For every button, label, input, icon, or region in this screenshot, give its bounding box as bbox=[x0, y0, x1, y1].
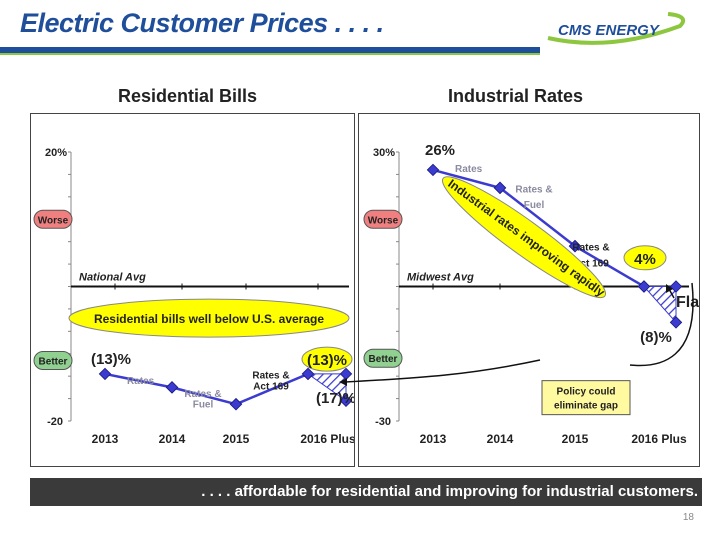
data-point-marker bbox=[568, 239, 582, 253]
segment-label-rates: Rates bbox=[127, 376, 155, 387]
policy-note-line2: eliminate gap bbox=[554, 401, 618, 412]
projection-range-wedge bbox=[306, 373, 347, 402]
page-number: 18 bbox=[682, 512, 694, 523]
data-point-marker bbox=[165, 381, 179, 394]
industrial-panel-title: Industrial Rates bbox=[448, 86, 584, 106]
residential-chart-panel: National Avg 20% -20 Worse Better 2013 2014 201… bbox=[30, 113, 356, 467]
worse-badge bbox=[363, 209, 403, 229]
series-line-segment bbox=[171, 386, 237, 406]
segment-label-rates-fuel-2: Fuel bbox=[193, 400, 214, 411]
y-tick-label-bottom: -20 bbox=[47, 416, 63, 428]
residential-callout-oval bbox=[68, 298, 350, 338]
y-tick-label-top: 30% bbox=[373, 147, 395, 159]
segment-label-rates-fuel: Rates & bbox=[184, 389, 221, 400]
projection-high-label: (13)% bbox=[307, 352, 347, 369]
worse-badge bbox=[33, 209, 73, 229]
logo-swoosh-icon bbox=[547, 12, 685, 45]
x-category-label: 2013 bbox=[92, 432, 119, 446]
projection-range-wedge bbox=[642, 286, 677, 324]
footer-message: . . . . affordable for residential and i… bbox=[201, 483, 698, 500]
x-category-label: 2016 Plus bbox=[631, 432, 687, 446]
policy-note-box bbox=[541, 380, 631, 416]
industrial-chart-panel: Midwest Avg 30% -30 Worse Better 2013 2014 2015… bbox=[358, 113, 705, 467]
projection-low-marker bbox=[339, 394, 353, 408]
start-value-label: (13)% bbox=[91, 351, 131, 368]
start-value-label: 26% bbox=[425, 142, 455, 159]
y-tick-label-top: 20% bbox=[45, 147, 67, 159]
data-point-marker bbox=[426, 163, 440, 177]
better-badge-label: Better bbox=[39, 356, 68, 367]
policy-note-line1: Policy could bbox=[557, 387, 616, 398]
reference-average-label: Midwest Avg bbox=[407, 272, 474, 284]
data-point-marker bbox=[98, 367, 112, 381]
x-category-label: 2014 bbox=[487, 432, 514, 446]
reference-average-label: National Avg bbox=[79, 272, 146, 284]
better-badge bbox=[33, 350, 73, 370]
x-category-label: 2015 bbox=[223, 432, 250, 446]
data-point-marker bbox=[229, 397, 243, 411]
worse-badge-label: Worse bbox=[38, 215, 69, 226]
segment-label-rates-fuel-2: Fuel bbox=[524, 200, 545, 211]
segment-label-rates: Rates bbox=[455, 164, 483, 175]
projection-high-label: Flat bbox=[676, 294, 699, 311]
industrial-chart: Midwest Avg 30% -30 Worse Better 2013 2014 2015… bbox=[363, 142, 705, 446]
series-line-segment bbox=[104, 372, 173, 389]
projection-low-label: (17)% bbox=[316, 390, 354, 407]
segment-label-rates-act169-2: Act 169 bbox=[573, 258, 609, 269]
worse-badge-label: Worse bbox=[368, 215, 399, 226]
residential-callout-text: Residential bills well below U.S. averag… bbox=[94, 312, 324, 326]
data-point-marker bbox=[301, 367, 315, 381]
x-category-label: 2015 bbox=[562, 432, 589, 446]
title-underline bbox=[0, 47, 540, 53]
series-line-segment bbox=[574, 245, 645, 288]
segment-label-rates-act169-2: Act 169 bbox=[253, 381, 289, 392]
residential-chart: National Avg 20% -20 Worse Better 2013 2014 201… bbox=[33, 147, 356, 446]
segment-label-rates-act169: Rates & bbox=[572, 243, 609, 254]
industrial-callout-oval bbox=[441, 176, 607, 299]
better-badge-label: Better bbox=[369, 354, 398, 365]
x-category-label: 2013 bbox=[420, 432, 447, 446]
segment-label-rates-fuel: Rates & bbox=[515, 184, 552, 195]
projection-badge bbox=[623, 245, 667, 271]
data-point-marker bbox=[493, 181, 507, 195]
residential-panel-title: Residential Bills bbox=[118, 86, 258, 106]
series-line-segment bbox=[235, 372, 309, 406]
cms-energy-logo: CMS ENERGY bbox=[547, 12, 685, 45]
projection-badge-label: 4% bbox=[634, 251, 656, 268]
logo-text: CMS ENERGY bbox=[558, 22, 661, 39]
x-category-label: 2016 Plus bbox=[300, 432, 354, 446]
title-underline-accent bbox=[0, 53, 540, 55]
projection-low-label: (8)% bbox=[640, 329, 672, 346]
series-line-segment bbox=[499, 186, 576, 248]
footer-bar bbox=[30, 478, 702, 506]
slide-title: Electric Customer Prices . . . . bbox=[20, 8, 384, 38]
series-line-segment bbox=[432, 168, 501, 190]
segment-label-rates-act169: Rates & bbox=[252, 371, 289, 382]
y-tick-label-bottom: -30 bbox=[375, 416, 391, 428]
x-category-label: 2014 bbox=[159, 432, 186, 446]
projection-high-badge bbox=[301, 346, 353, 372]
